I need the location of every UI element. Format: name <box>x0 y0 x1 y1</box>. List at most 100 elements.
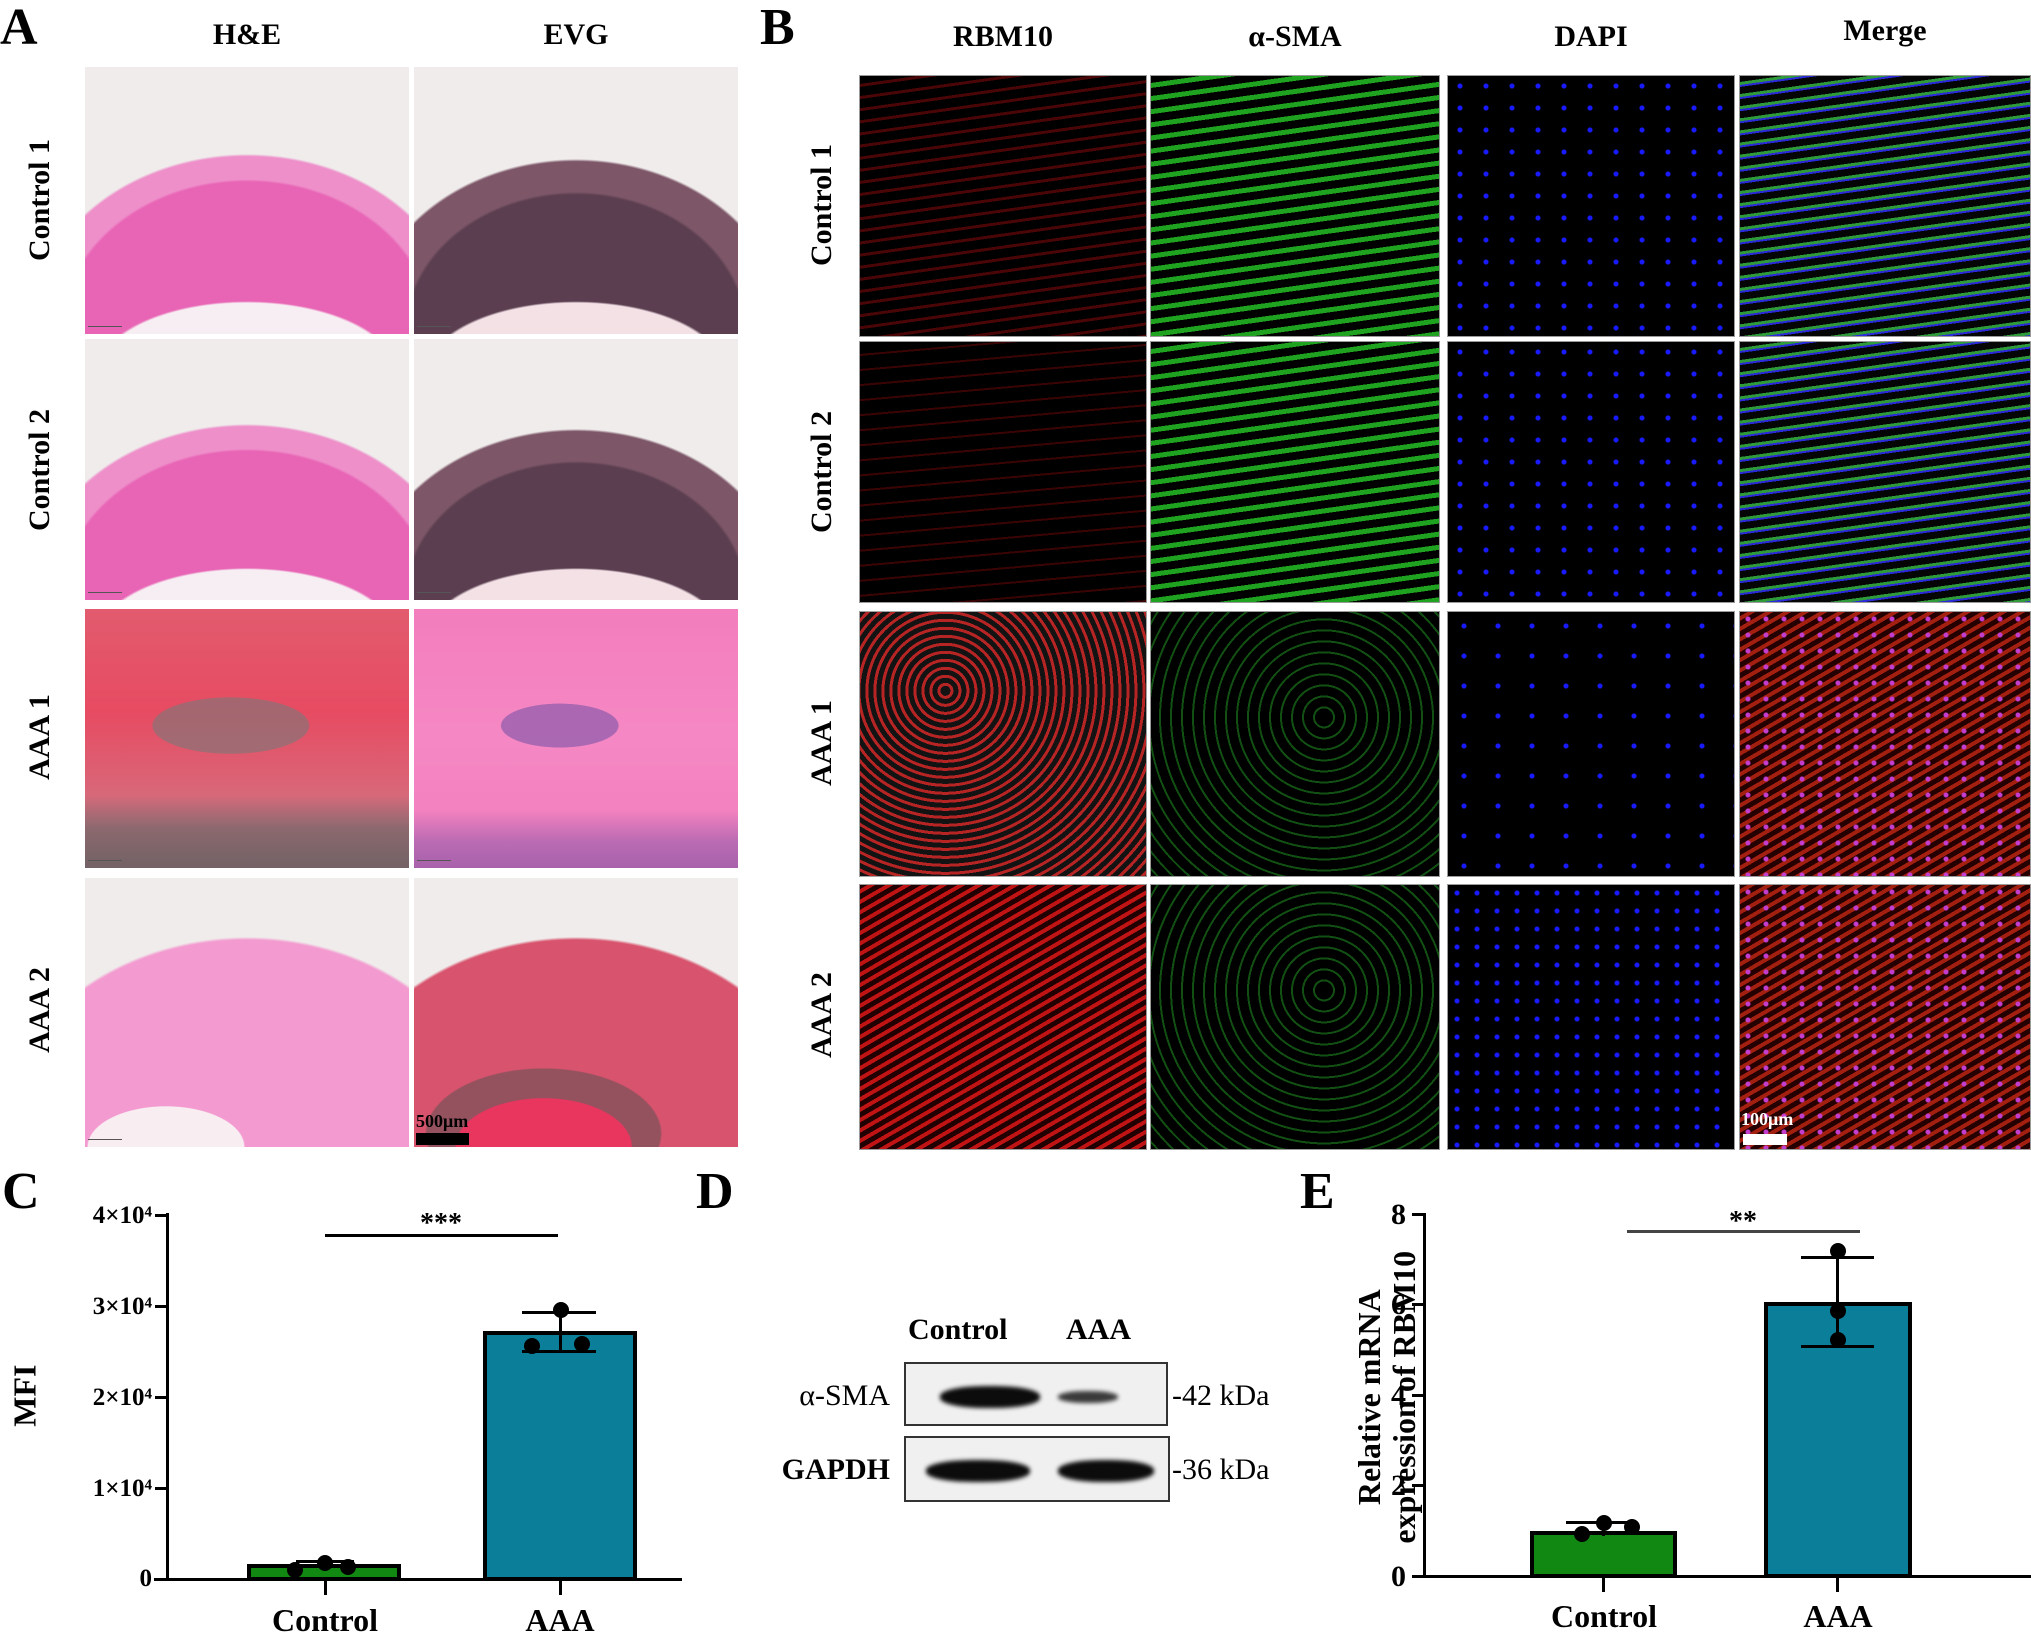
y-tick-label: 2×10⁴ <box>92 1384 152 1411</box>
band-aaa <box>1058 1391 1118 1403</box>
y-tick <box>1412 1303 1424 1306</box>
significance-line <box>325 1234 558 1237</box>
mini-scale-icon <box>88 326 122 333</box>
x-tick <box>1836 1578 1839 1592</box>
x-axis <box>154 1578 682 1581</box>
significance-line <box>1627 1230 1860 1233</box>
error-bar-cap <box>522 1350 596 1353</box>
y-tick <box>1412 1394 1424 1397</box>
blot-alpha-sma <box>904 1362 1168 1426</box>
y-axis-label: MFI <box>6 1364 43 1427</box>
row-label-aaa-1: AAA 1 <box>23 694 56 780</box>
data-point <box>574 1336 590 1352</box>
alpha-sma-image-control-1 <box>1150 75 1440 337</box>
y-axis <box>1423 1213 1426 1578</box>
merge-image-aaa-2 <box>1739 884 2031 1150</box>
panel-letter-c: C <box>2 1163 40 1220</box>
y-tick-label: 4×10⁴ <box>92 1202 152 1229</box>
dapi-image-control-1 <box>1447 75 1735 337</box>
mini-scale-icon <box>417 326 451 333</box>
panel-letter-d: D <box>696 1163 734 1220</box>
panel-letter-a: A <box>0 0 38 56</box>
row-label-aaa-1: AAA 1 <box>805 700 838 786</box>
column-header-merge: Merge <box>1843 14 1927 47</box>
mini-scale-icon <box>88 1139 122 1146</box>
scale-bar-b <box>1743 1134 1787 1145</box>
band-control <box>940 1386 1040 1408</box>
x-category-label: AAA <box>1803 1598 1873 1634</box>
he-image-control-2 <box>85 339 409 600</box>
row-label-aaa-2: AAA 2 <box>23 967 56 1053</box>
size-label-36kda: -36 kDa <box>1172 1453 1270 1486</box>
y-tick-label: 0 <box>1391 1560 1406 1593</box>
bar-aaa <box>1764 1302 1912 1578</box>
protein-label-alpha-sma: α-SMA <box>799 1379 890 1412</box>
y-tick <box>155 1396 167 1399</box>
x-category-label: Control <box>271 1602 379 1638</box>
dapi-image-aaa-1 <box>1447 611 1735 877</box>
mini-scale-icon <box>88 592 122 599</box>
x-category-label: Control <box>1550 1598 1658 1634</box>
dapi-image-aaa-2 <box>1447 884 1735 1150</box>
error-bar <box>559 1312 562 1352</box>
scale-bar-label-b: 100μm <box>1741 1109 1794 1129</box>
rbm10-image-control-1 <box>859 75 1147 337</box>
band-aaa <box>1058 1460 1154 1482</box>
protein-label-gapdh: GAPDH <box>781 1453 890 1486</box>
data-point <box>1830 1332 1846 1348</box>
data-point <box>1830 1303 1846 1319</box>
he-image-aaa-2 <box>85 878 409 1147</box>
panel-letter-e: E <box>1300 1163 1335 1220</box>
bar-aaa <box>483 1331 637 1581</box>
x-tick <box>1602 1578 1605 1592</box>
column-header-he: H&E <box>212 18 282 51</box>
column-header-evg: EVG <box>543 18 609 51</box>
merge-image-aaa-1 <box>1739 611 2031 877</box>
error-bar <box>1836 1257 1839 1347</box>
y-tick <box>1412 1213 1424 1216</box>
data-point <box>524 1338 540 1354</box>
column-header-dapi: DAPI <box>1554 20 1628 53</box>
lane-label-control: Control <box>908 1313 1008 1346</box>
alpha-sma-image-aaa-1 <box>1150 611 1440 877</box>
row-label-control-2: Control 2 <box>805 411 838 533</box>
y-tick-label: 4 <box>1391 1379 1406 1412</box>
scale-bar-label-a: 500μm <box>416 1111 469 1131</box>
data-point <box>1574 1526 1590 1542</box>
x-tick <box>324 1581 327 1595</box>
x-category-label: AAA <box>525 1602 595 1638</box>
evg-image-aaa-1 <box>414 609 738 868</box>
y-tick <box>155 1214 167 1217</box>
scale-bar-a <box>416 1133 469 1145</box>
x-axis <box>1412 1575 2031 1578</box>
y-tick-label: 0 <box>139 1565 153 1592</box>
size-label-42kda: -42 kDa <box>1172 1379 1270 1412</box>
significance-marker: ** <box>1729 1206 1757 1237</box>
lane-label-aaa: AAA <box>1066 1313 1131 1346</box>
y-tick <box>155 1487 167 1490</box>
merge-image-control-2 <box>1739 341 2031 603</box>
mini-scale-icon <box>417 592 451 599</box>
y-tick <box>1412 1484 1424 1487</box>
row-label-control-1: Control 1 <box>805 144 838 266</box>
row-label-aaa-2: AAA 2 <box>805 972 838 1058</box>
rbm10-image-control-2 <box>859 341 1147 603</box>
evg-image-aaa-2 <box>414 878 738 1147</box>
data-point <box>1624 1519 1640 1535</box>
evg-image-control-2 <box>414 339 738 600</box>
column-header-alpha-sma: α-SMA <box>1248 20 1342 53</box>
dapi-image-control-2 <box>1447 341 1735 603</box>
y-tick-label: 3×10⁴ <box>92 1293 152 1320</box>
data-point <box>317 1555 333 1571</box>
column-header-rbm10: RBM10 <box>953 20 1053 53</box>
panel-letter-b: B <box>760 0 795 56</box>
alpha-sma-image-control-2 <box>1150 341 1440 603</box>
mini-scale-icon <box>88 860 122 867</box>
merge-image-control-1 <box>1739 75 2031 337</box>
y-tick <box>155 1305 167 1308</box>
rbm10-image-aaa-1 <box>859 611 1147 877</box>
data-point <box>340 1559 356 1575</box>
mini-scale-icon <box>417 860 451 867</box>
row-label-control-2: Control 2 <box>23 409 56 531</box>
data-point <box>1830 1243 1846 1259</box>
